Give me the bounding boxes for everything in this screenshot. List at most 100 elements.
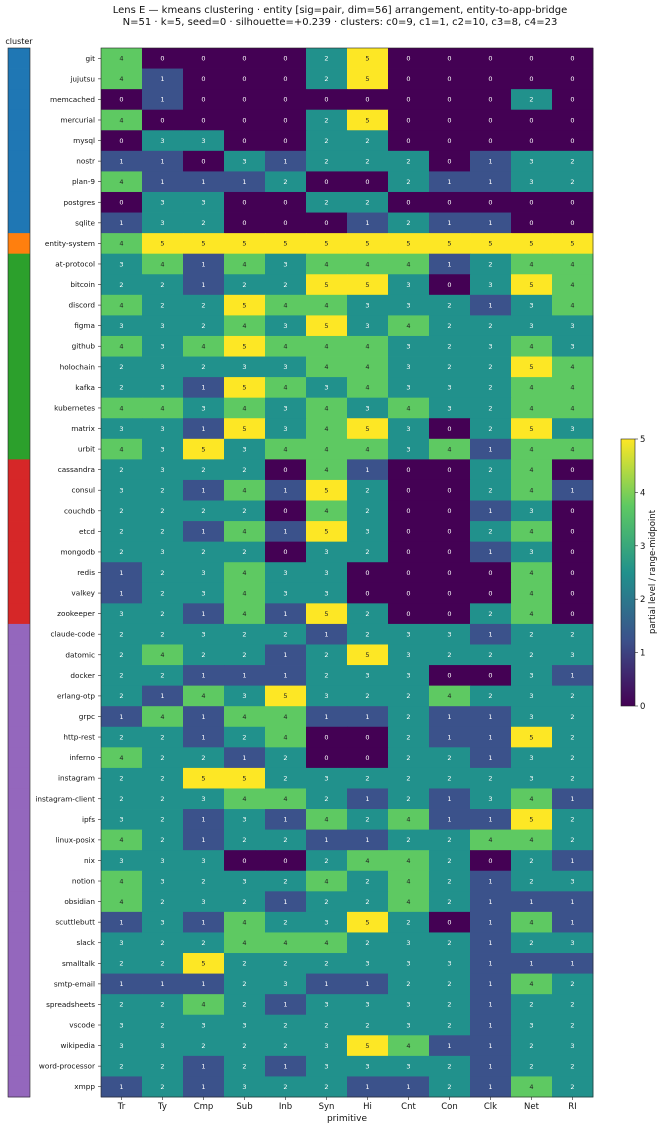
cluster-strip-segment xyxy=(8,706,30,728)
cell-value-label: 1 xyxy=(119,589,123,597)
heatmap-cell xyxy=(183,418,225,440)
cell-value-label: 3 xyxy=(119,425,123,433)
heatmap-cell xyxy=(101,994,143,1016)
cell-value-label: 3 xyxy=(324,589,328,597)
heatmap-cell xyxy=(183,356,225,378)
heatmap-cell xyxy=(142,521,184,543)
colorbar-tick-label: 2 xyxy=(640,595,645,605)
cell-value-label: 2 xyxy=(283,1021,287,1029)
heatmap-cell xyxy=(101,1076,143,1098)
cell-value-label: 1 xyxy=(283,528,287,536)
cell-value-label: 2 xyxy=(283,631,287,639)
heatmap-cell xyxy=(470,911,512,933)
heatmap-cell xyxy=(265,89,307,111)
cell-value-label: 2 xyxy=(570,836,574,844)
heatmap-cell xyxy=(265,479,307,501)
heatmap-cell xyxy=(183,829,225,851)
heatmap-cell xyxy=(552,48,594,69)
cell-value-label: 0 xyxy=(529,137,533,145)
cell-value-label: 1 xyxy=(447,178,451,186)
heatmap-cell xyxy=(265,212,307,234)
cell-value-label: 0 xyxy=(447,55,451,63)
cell-value-label: 5 xyxy=(242,425,246,433)
cell-value-label: 2 xyxy=(488,363,492,371)
cell-value-label: 4 xyxy=(160,651,164,659)
heatmap-cell xyxy=(306,253,348,275)
heatmap-cell xyxy=(306,1055,348,1077)
heatmap-cell xyxy=(347,68,389,90)
heatmap-cell xyxy=(388,294,430,316)
cell-value-label: 3 xyxy=(283,260,287,268)
row-label: matrix xyxy=(71,424,95,433)
x-axis-label: primitive xyxy=(327,1114,368,1124)
heatmap-cell xyxy=(142,315,184,337)
heatmap-cell xyxy=(388,541,430,563)
cell-value-label: 1 xyxy=(119,980,123,988)
heatmap-cell xyxy=(470,973,512,995)
heatmap-cell xyxy=(101,953,143,974)
cell-value-label: 1 xyxy=(570,795,574,803)
cell-value-label: 2 xyxy=(324,137,328,145)
cell-value-label: 1 xyxy=(201,713,205,721)
heatmap-cell xyxy=(183,335,225,357)
heatmap-cell xyxy=(429,788,471,810)
cell-value-label: 1 xyxy=(324,631,328,639)
heatmap-cell xyxy=(265,253,307,275)
cell-value-label: 1 xyxy=(365,713,369,721)
cell-value-label: 4 xyxy=(283,384,287,392)
heatmap-cell xyxy=(306,1035,348,1057)
cell-value-label: 3 xyxy=(406,651,410,659)
heatmap-cell xyxy=(142,397,184,419)
cell-value-label: 4 xyxy=(488,836,492,844)
heatmap-cell xyxy=(511,150,553,172)
cell-value-label: 4 xyxy=(201,1001,205,1009)
cell-value-label: 5 xyxy=(365,425,369,433)
cell-value-label: 0 xyxy=(570,219,574,227)
heatmap-cell xyxy=(470,850,512,872)
cell-value-label: 0 xyxy=(283,55,287,63)
row-label: github xyxy=(72,342,96,351)
cell-value-label: 4 xyxy=(119,116,123,124)
cell-value-label: 3 xyxy=(119,857,123,865)
heatmap-cell xyxy=(388,397,430,419)
cell-value-label: 1 xyxy=(488,918,492,926)
heatmap-cell xyxy=(470,685,512,707)
heatmap-cell xyxy=(347,582,389,604)
heatmap-cell xyxy=(142,1055,184,1077)
cell-value-label: 2 xyxy=(283,754,287,762)
colorbar-tick-label: 3 xyxy=(640,542,645,552)
cell-value-label: 1 xyxy=(488,157,492,165)
cell-value-label: 4 xyxy=(324,816,328,824)
heatmap-cell xyxy=(142,274,184,296)
cell-value-label: 3 xyxy=(242,1083,246,1091)
cell-value-label: 3 xyxy=(160,322,164,330)
heatmap-cell xyxy=(347,438,389,460)
heatmap-cell xyxy=(429,706,471,728)
cell-value-label: 3 xyxy=(447,384,451,392)
cell-value-label: 4 xyxy=(242,795,246,803)
cell-value-label: 2 xyxy=(447,343,451,351)
cell-value-label: 1 xyxy=(365,795,369,803)
cell-value-label: 1 xyxy=(447,795,451,803)
heatmap-cell xyxy=(470,274,512,296)
cell-value-label: 3 xyxy=(201,589,205,597)
cell-value-label: 2 xyxy=(570,733,574,741)
cell-value-label: 2 xyxy=(365,507,369,515)
heatmap-cell xyxy=(552,459,594,481)
heatmap-cell xyxy=(388,726,430,748)
heatmap-cell xyxy=(552,644,594,666)
row-label: word-processor xyxy=(39,1062,95,1071)
cell-value-label: 4 xyxy=(160,404,164,412)
cell-value-label: 2 xyxy=(406,692,410,700)
cell-value-label: 0 xyxy=(570,507,574,515)
cell-value-label: 3 xyxy=(570,651,574,659)
heatmap-cell xyxy=(142,623,184,645)
cell-value-label: 0 xyxy=(488,857,492,865)
cell-value-label: 2 xyxy=(242,1062,246,1070)
cell-value-label: 3 xyxy=(201,137,205,145)
cell-value-label: 4 xyxy=(283,795,287,803)
heatmap-cell xyxy=(388,438,430,460)
heatmap-cell xyxy=(388,212,430,234)
heatmap-cell xyxy=(429,438,471,460)
heatmap-cell xyxy=(183,438,225,460)
